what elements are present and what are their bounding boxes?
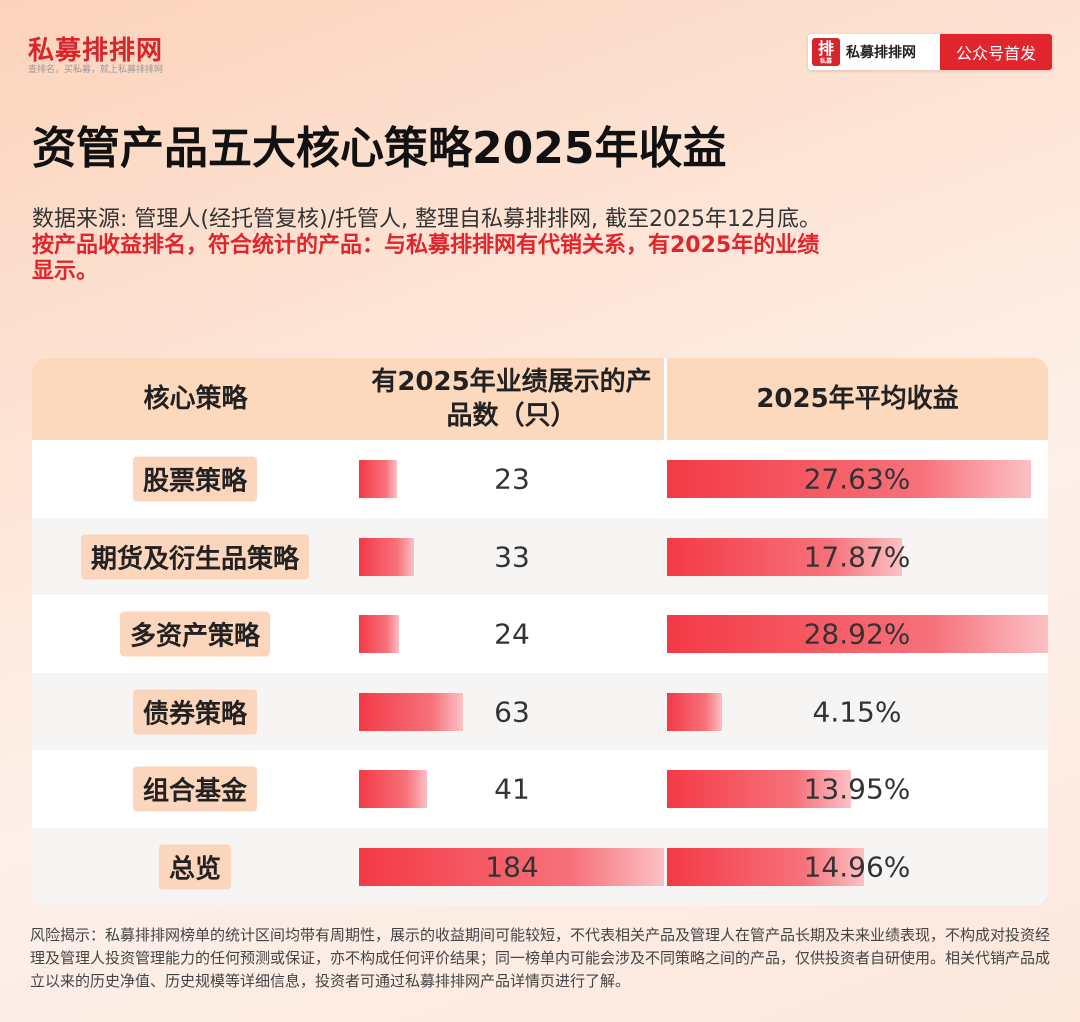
footnote: 风险揭示：私募排排网榜单的统计区间均带有周期性，展示的收益期间可能较短，不代表相…	[30, 926, 1051, 990]
return-value: 13.95%	[803, 772, 911, 806]
strategy-label: 总览	[158, 844, 232, 889]
return-bar	[667, 615, 1048, 653]
source-highlight: 按产品收益排名，符合统计的产品：与私募排排网有代销关系，有2025年的业绩显示。	[32, 233, 820, 284]
return-value: 14.96%	[803, 850, 911, 883]
icon-sub: 私募	[819, 58, 832, 65]
count-bar	[359, 537, 414, 576]
badge-name: 私募排排网	[846, 45, 916, 61]
return-bar	[667, 460, 1031, 498]
count-bar	[359, 692, 464, 731]
source-text: 数据来源: 管理人(经托管复核)/托管人, 整理自私募排排网, 截至2025年1…	[32, 207, 821, 232]
strategy-label: 期货及衍生品策略	[80, 534, 310, 579]
count-value: 41	[494, 772, 530, 806]
return-value: 4.15%	[812, 695, 902, 728]
count-value: 184	[485, 850, 539, 883]
badge: 排私募 私募排排网 公众号首发	[808, 34, 1052, 70]
badge-tag: 公众号首发	[940, 34, 1052, 70]
count-bar	[359, 615, 399, 653]
icon-text: 排	[817, 39, 834, 58]
return-bar	[667, 847, 865, 886]
badge-icon: 排私募	[812, 38, 840, 66]
source: 数据来源: 管理人(经托管复核)/托管人, 整理自私募排排网, 截至2025年1…	[32, 207, 822, 285]
count-value: 33	[494, 540, 530, 573]
return-value: 17.87%	[803, 540, 911, 573]
strategy-label: 股票策略	[132, 456, 258, 502]
table: 核心策略 有2025年业绩展示的产品数（只） 2025年平均收益股票策略 23 27.6…	[32, 358, 1048, 905]
brand: 私募排排网	[28, 36, 164, 66]
return-bar	[667, 692, 722, 731]
strategy-label: 组合基金	[132, 766, 258, 812]
column-header: 核心策略	[32, 358, 359, 440]
count-value: 63	[494, 695, 530, 728]
count-bar	[359, 770, 427, 808]
return-bar	[667, 537, 903, 576]
strategy-label: 多资产策略	[119, 611, 271, 657]
title: 资管产品五大核心策略2025年收益	[32, 123, 727, 174]
strategy-label: 债券策略	[132, 689, 258, 734]
count-value: 23	[494, 462, 530, 496]
return-bar	[667, 770, 851, 808]
return-value: 27.63%	[803, 462, 911, 496]
count-bar	[359, 460, 398, 498]
column-header: 有2025年业绩展示的产品数（只）	[359, 358, 664, 440]
slogan: 查排名，买私募，就上私募排排网	[28, 65, 164, 75]
column-header: 2025年平均收益	[667, 358, 1048, 440]
return-value: 28.92%	[803, 617, 911, 651]
badge-left: 排私募 私募排排网	[808, 34, 940, 70]
count-value: 24	[494, 617, 530, 651]
count-bar	[359, 847, 664, 886]
